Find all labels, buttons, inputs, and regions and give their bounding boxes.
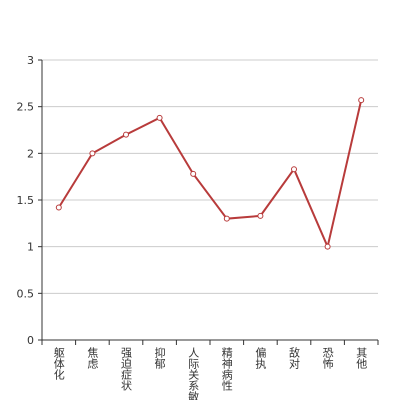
y-tick-label: 0: [27, 334, 34, 347]
point: [223, 215, 230, 222]
point: [291, 166, 297, 173]
x-tick-label: 敌对: [288, 346, 301, 369]
y-tick-label: 2: [27, 147, 34, 160]
x-tick-label: 偏执: [254, 346, 267, 370]
y-tick-label: 1.5: [17, 194, 35, 207]
point: [55, 204, 62, 211]
x-tick-label: 人际关系敏感: [187, 347, 200, 400]
x-tick-label: 躯体化: [52, 347, 65, 381]
x-tick-label: 强迫症状: [120, 347, 133, 391]
point: [358, 97, 365, 104]
point: [257, 212, 264, 219]
point: [89, 150, 96, 157]
x-tick-label: 精神病性: [220, 347, 233, 392]
y-tick-label: 0.5: [17, 287, 35, 300]
x-tick-label: 抑郁: [153, 346, 166, 369]
y-tick-label: 2.5: [17, 101, 35, 114]
x-tick-label: 其他: [355, 347, 368, 369]
y-tick-label: 1: [27, 241, 34, 254]
x-tick-label: 恐怖: [321, 347, 334, 369]
point: [324, 243, 331, 250]
line: [57, 99, 363, 250]
point: [123, 131, 129, 138]
y-tick-label: 3: [27, 54, 34, 67]
x-tick-label: 焦虑: [86, 347, 99, 369]
point: [156, 114, 163, 121]
point: [190, 170, 197, 177]
